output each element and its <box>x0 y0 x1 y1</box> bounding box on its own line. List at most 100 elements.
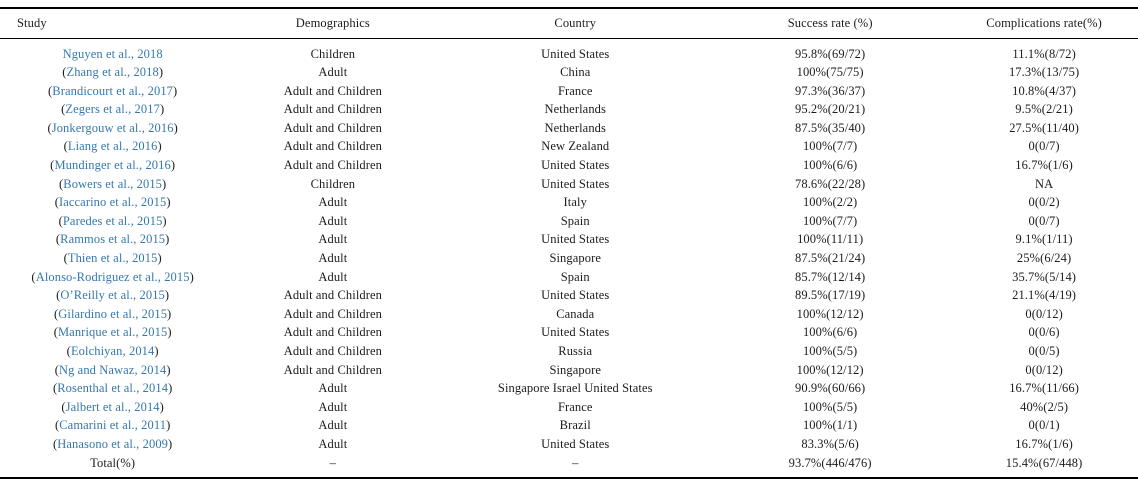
citation-link[interactable]: Paredes et al., 2015 <box>62 213 163 228</box>
table-row: (Rammos et al., 2015) Adult United States 1… <box>0 230 1138 249</box>
study-cell: (Ng and Nawaz, 2014) <box>54 362 171 377</box>
citation-link[interactable]: O’Reilly et al., 2015 <box>60 288 165 303</box>
study-cell: (Zegers et al., 2017) <box>61 102 165 117</box>
complications-rate-cell: 0(0/7) <box>1028 139 1060 154</box>
success-rate-cell: 100%(6/6) <box>802 325 858 340</box>
complications-rate-cell: 25%(6/24) <box>1016 251 1072 266</box>
citation-link[interactable]: Rosenthal et al., 2014 <box>57 381 169 396</box>
column-header-demographics: Demographics <box>225 8 441 39</box>
citation-link[interactable]: Ng and Nawaz, 2014 <box>58 362 167 377</box>
success-rate-cell: 87.5%(35/40) <box>795 120 866 135</box>
citation-link[interactable]: Iaccarino et al., 2015 <box>58 195 167 210</box>
study-cell: (Iaccarino et al., 2015) <box>54 195 171 210</box>
country-cell: New Zealand <box>541 139 610 154</box>
studies-table: Study Demographics Country Success rate … <box>0 7 1138 480</box>
complications-rate-cell: NA <box>1034 176 1054 191</box>
citation-link[interactable]: Brandicourt et al., 2017 <box>52 83 174 98</box>
success-rate-cell: 100%(11/11) <box>797 232 864 247</box>
demographics-cell: Adult <box>318 65 348 80</box>
table-row: Nguyen et al., 2018 Children United States… <box>0 38 1138 63</box>
study-cell: (Liang et al., 2016) <box>63 139 162 154</box>
demographics-cell: Adult and Children <box>283 102 383 117</box>
country-cell: United States <box>541 158 610 173</box>
complications-rate-cell: 0(0/12) <box>1025 306 1063 321</box>
demographics-cell: Adult and Children <box>283 362 383 377</box>
study-cell: (Bowers et al., 2015) <box>59 176 167 191</box>
citation-link[interactable]: Nguyen et al., 2018 <box>62 46 163 61</box>
table-row: (Liang et al., 2016) Adult and Children Ne… <box>0 137 1138 156</box>
success-rate-cell: 95.2%(20/21) <box>795 102 866 117</box>
demographics-cell: Children <box>310 176 356 191</box>
demographics-cell: Adult and Children <box>283 83 383 98</box>
citation-link[interactable]: Alonso-Rodriguez et al., 2015 <box>35 269 190 284</box>
country-cell: United States <box>541 288 610 303</box>
complications-rate-cell: 21.1%(4/19) <box>1012 288 1077 303</box>
demographics-cell: Adult and Children <box>283 288 383 303</box>
complications-rate-cell: 9.1%(1/11) <box>1015 232 1073 247</box>
complications-rate-cell: 16.7%(1/6) <box>1015 436 1073 451</box>
complications-rate-cell: 9.5%(2/21) <box>1015 102 1073 117</box>
table-row: (Iaccarino et al., 2015) Adult Italy 100%(2… <box>0 193 1138 212</box>
citation-link[interactable]: Manrique et al., 2015 <box>57 325 168 340</box>
study-cell: (Manrique et al., 2015) <box>53 325 172 340</box>
citation-link[interactable]: Liang et al., 2016 <box>67 139 158 154</box>
table-row: (Zegers et al., 2017) Adult and Children N… <box>0 100 1138 119</box>
header-row: Study Demographics Country Success rate … <box>0 8 1138 39</box>
success-rate-cell: 78.6%(22/28) <box>795 176 866 191</box>
table-row: (O’Reilly et al., 2015) Adult and Childre… <box>0 286 1138 305</box>
success-rate-cell: 100%(7/7) <box>802 213 858 228</box>
success-rate-cell: 97.3%(36/37) <box>795 83 866 98</box>
table-row: (Thien et al., 2015) Adult Singapore 87.5%(… <box>0 249 1138 268</box>
country-cell: Singapore Israel United States <box>497 381 653 396</box>
citation-link[interactable]: Eolchiyan, 2014 <box>70 344 155 358</box>
success-rate-cell: 85.7%(12/14) <box>795 269 866 284</box>
complications-rate-cell: 27.5%(11/40) <box>1009 120 1080 135</box>
table-row: (Manrique et al., 2015) Adult and Childre… <box>0 323 1138 342</box>
complications-rate-cell: 16.7%(11/66) <box>1009 381 1080 396</box>
demographics-cell: Adult and Children <box>283 344 383 358</box>
success-rate-cell: 90.9%(60/66) <box>795 381 866 396</box>
citation-link[interactable]: Thien et al., 2015 <box>67 251 158 266</box>
country-cell: Spain <box>560 213 590 228</box>
study-cell: (Hanasono et al., 2009) <box>53 436 173 451</box>
citation-link[interactable]: Zhang et al., 2018 <box>66 65 159 80</box>
demographics-cell: – <box>329 455 337 470</box>
citation-link[interactable]: Bowers et al., 2015 <box>63 176 163 191</box>
success-rate-cell: 100%(5/5) <box>802 344 858 358</box>
success-rate-cell: 93.7%(446/476) <box>788 455 872 470</box>
citation-link[interactable]: Hanasono et al., 2009 <box>57 436 169 451</box>
study-cell: (Paredes et al., 2015) <box>58 213 167 228</box>
success-rate-cell: 100%(5/5) <box>802 399 858 414</box>
success-rate-cell: 87.5%(21/24) <box>795 251 866 266</box>
citation-link[interactable]: Jonkergouw et al., 2016 <box>51 120 174 135</box>
citation-link[interactable]: Zegers et al., 2017 <box>65 102 160 117</box>
demographics-cell: Adult and Children <box>283 158 383 173</box>
country-cell: Brazil <box>559 418 591 433</box>
complications-rate-cell: 0(0/1) <box>1028 418 1060 433</box>
complications-rate-cell: 35.7%(5/14) <box>1012 269 1077 284</box>
complications-rate-cell: 10.8%(4/37) <box>1012 83 1077 98</box>
citation-link[interactable]: Rammos et al., 2015 <box>60 232 166 247</box>
table-row: (Jalbert et al., 2014) Adult France 100%(5/… <box>0 398 1138 417</box>
study-cell: (Eolchiyan, 2014) <box>66 344 159 358</box>
table-row: (Bowers et al., 2015) Children United Stat… <box>0 175 1138 194</box>
column-header-success-rate: Success rate (%) <box>710 8 951 39</box>
citation-link[interactable]: Jalbert et al., 2014 <box>65 399 160 414</box>
table-row: (Mundinger et al., 2016) Adult and Childr… <box>0 156 1138 175</box>
country-cell: Canada <box>556 306 595 321</box>
country-cell: France <box>557 399 593 414</box>
study-cell: (O’Reilly et al., 2015) <box>56 288 170 303</box>
citation-link[interactable]: Camarini et al., 2011 <box>59 418 167 433</box>
success-rate-cell: 100%(7/7) <box>802 139 858 154</box>
country-cell: France <box>557 83 593 98</box>
citation-link[interactable]: Mundinger et al., 2016 <box>54 158 171 173</box>
country-cell: Italy <box>563 195 587 210</box>
success-rate-cell: 100%(6/6) <box>802 158 858 173</box>
table-header: Study Demographics Country Success rate … <box>0 8 1138 39</box>
country-cell: Russia <box>558 344 593 358</box>
demographics-cell: Adult <box>318 399 348 414</box>
success-rate-cell: 100%(12/12) <box>796 306 864 321</box>
demographics-cell: Adult <box>318 195 348 210</box>
citation-link[interactable]: Gilardino et al., 2015 <box>58 306 168 321</box>
study-cell: (Thien et al., 2015) <box>63 251 162 266</box>
